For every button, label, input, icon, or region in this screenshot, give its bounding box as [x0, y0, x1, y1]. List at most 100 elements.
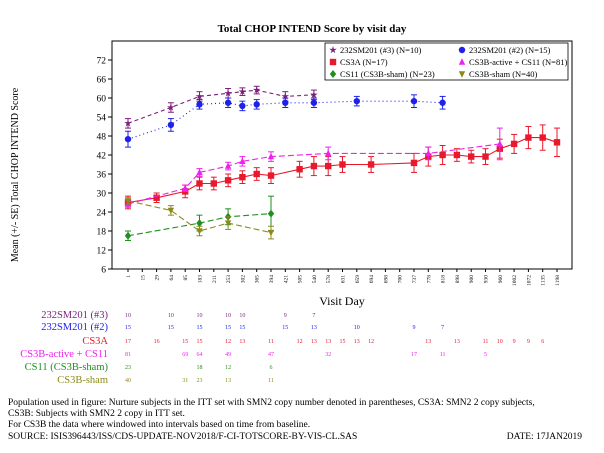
risk-value: 16 [154, 339, 160, 345]
risk-value: 47 [268, 352, 274, 358]
risk-value: 13 [311, 339, 317, 345]
risk-value: 13 [454, 339, 460, 345]
x-tick-label: 365 [255, 275, 261, 284]
risk-value: 13 [425, 339, 431, 345]
y-tick-label: 12 [97, 247, 107, 257]
risk-row-label: CS3B-sham [57, 375, 108, 386]
data-point [510, 140, 518, 148]
x-tick-label: 960 [498, 275, 504, 284]
legend-label: 232SM201 (#2) (N=15) [469, 45, 550, 55]
y-tick-label: 66 [97, 76, 107, 86]
chart-title: Total CHOP INTEND Score by visit day [218, 23, 407, 35]
data-point [252, 86, 261, 94]
risk-value: 12 [297, 339, 303, 345]
risk-value: 13 [354, 339, 360, 345]
data-point [539, 134, 546, 141]
x-tick-label: 1198 [555, 275, 561, 286]
data-point [282, 99, 289, 106]
series-line [127, 100, 443, 140]
series-3 [124, 127, 503, 208]
data-point [224, 177, 232, 184]
risk-value: 32 [325, 352, 331, 358]
data-point [296, 166, 303, 173]
series-5 [124, 197, 275, 240]
risk-value: 23 [125, 365, 131, 371]
y-tick-label: 30 [97, 190, 107, 200]
risk-value: 13 [239, 339, 245, 345]
risk-value: 17 [125, 339, 131, 345]
legend-marker [329, 70, 337, 78]
risk-value: 11 [483, 339, 489, 345]
risk-value: 11 [268, 378, 274, 384]
data-point [253, 101, 260, 108]
risk-value: 15 [125, 325, 131, 331]
risk-value: 9 [284, 313, 287, 319]
legend-marker [458, 71, 466, 78]
data-point [367, 161, 375, 168]
x-tick-label: 778 [426, 275, 432, 284]
data-point [167, 121, 175, 129]
risk-value: 15 [340, 339, 346, 345]
footnote-3: For CS3B the data where windowed into in… [8, 420, 311, 430]
x-tick-label: 394 [269, 275, 275, 284]
data-point [124, 135, 132, 143]
x-tick-label: 818 [441, 275, 447, 284]
risk-value: 10 [225, 313, 231, 319]
y-tick-label: 6 [101, 266, 106, 276]
data-point [238, 87, 247, 95]
x-tick-label: 698 [383, 275, 389, 284]
y-tick-label: 60 [97, 95, 107, 105]
x-tick-label: 1135 [541, 275, 547, 286]
risk-value: 12 [225, 339, 231, 345]
data-point [167, 207, 175, 215]
data-point [482, 153, 489, 160]
risk-row-label: 232SM201 (#3) [41, 310, 108, 321]
legend-marker [329, 58, 337, 66]
series-line [127, 213, 272, 237]
data-point [553, 139, 561, 146]
data-point [496, 140, 503, 147]
x-tick-label: 631 [341, 275, 347, 284]
data-point [124, 119, 132, 127]
legend-label: CS3B-sham (N=40) [469, 69, 537, 79]
date-line: DATE: 17JAN2019 [506, 432, 582, 442]
risk-value: 10 [168, 313, 174, 319]
risk-value: 5 [484, 352, 487, 358]
risk-value: 18 [197, 365, 203, 371]
risk-value: 12 [225, 365, 231, 371]
risk-value: 11 [268, 339, 274, 345]
x-tick-label: 1 [126, 275, 132, 278]
series-line [127, 143, 500, 205]
data-point [267, 229, 275, 237]
legend-marker [329, 46, 337, 54]
data-point [325, 149, 332, 157]
data-point [195, 92, 204, 100]
series-layer [124, 85, 561, 241]
y-tick-label: 72 [97, 57, 107, 67]
risk-row-label: CS3B-active + CS11 [20, 349, 108, 360]
x-tick-label: 700 [398, 275, 404, 284]
data-point [196, 228, 203, 235]
x-tick-label: 253 [226, 275, 232, 284]
risk-value: 81 [125, 352, 131, 358]
risk-value: 69 [182, 352, 188, 358]
x-tick-label: 211 [212, 275, 218, 283]
legend-marker [458, 46, 466, 54]
risk-value: 10 [354, 325, 360, 331]
y-axis-title: Mean (+/- SE) Total CHOP INTEND Score [10, 87, 21, 262]
x-tick-label: 505 [298, 275, 304, 284]
data-point [453, 151, 461, 159]
data-point [410, 97, 418, 105]
series-2 [124, 124, 561, 210]
risk-value: 12 [368, 339, 374, 345]
data-point [310, 99, 318, 106]
risk-value: 13 [311, 325, 317, 331]
y-axis: 6 12 18 24 30 36 42 48 54 60 66 72 [97, 57, 112, 276]
data-point [325, 162, 332, 170]
data-point [425, 149, 432, 157]
x-tick-label: 930 [484, 275, 490, 284]
x-tick-label: 1072 [526, 275, 532, 286]
legend-marker [458, 58, 466, 65]
risk-value: 49 [225, 352, 231, 358]
data-point [468, 153, 475, 160]
